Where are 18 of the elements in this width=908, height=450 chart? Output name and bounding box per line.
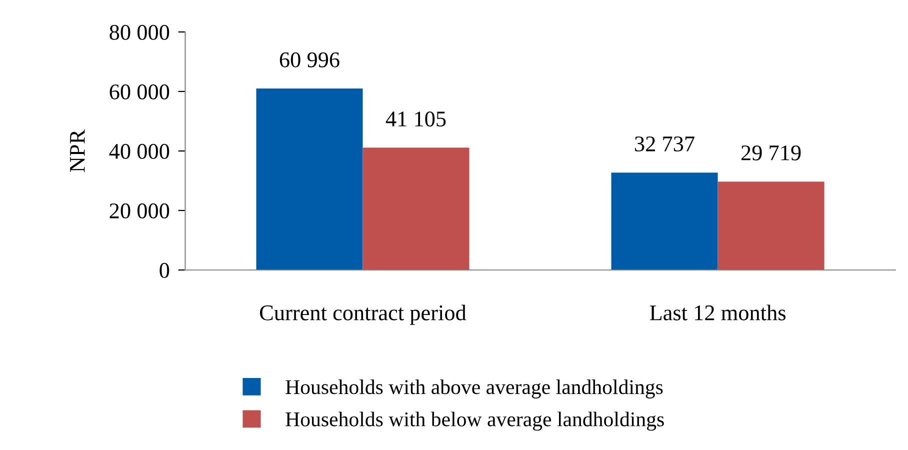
x-tick-label: Last 12 months bbox=[650, 304, 786, 320]
data-label: 60 996 bbox=[280, 52, 340, 68]
y-tick-label: 80 000 bbox=[110, 24, 170, 40]
bar bbox=[256, 88, 363, 270]
bar bbox=[362, 148, 470, 270]
data-label: 29 719 bbox=[741, 145, 801, 160]
y-tick-label: 20 000 bbox=[110, 203, 170, 218]
y-tick-label: 0 bbox=[160, 262, 170, 278]
y-tick-label: 40 000 bbox=[109, 144, 170, 159]
legend-label: Households with below average landholdings bbox=[286, 412, 664, 431]
data-label: 32 737 bbox=[635, 136, 694, 152]
legend-label: Households with above average landholdings bbox=[286, 380, 663, 398]
y-tick-label: 60 000 bbox=[110, 84, 170, 100]
x-tick-label: Current contract period bbox=[260, 304, 466, 325]
bar bbox=[611, 172, 718, 270]
y-axis-title: NPR bbox=[70, 129, 85, 172]
data-label: 41 105 bbox=[386, 112, 446, 127]
bar bbox=[718, 182, 824, 270]
